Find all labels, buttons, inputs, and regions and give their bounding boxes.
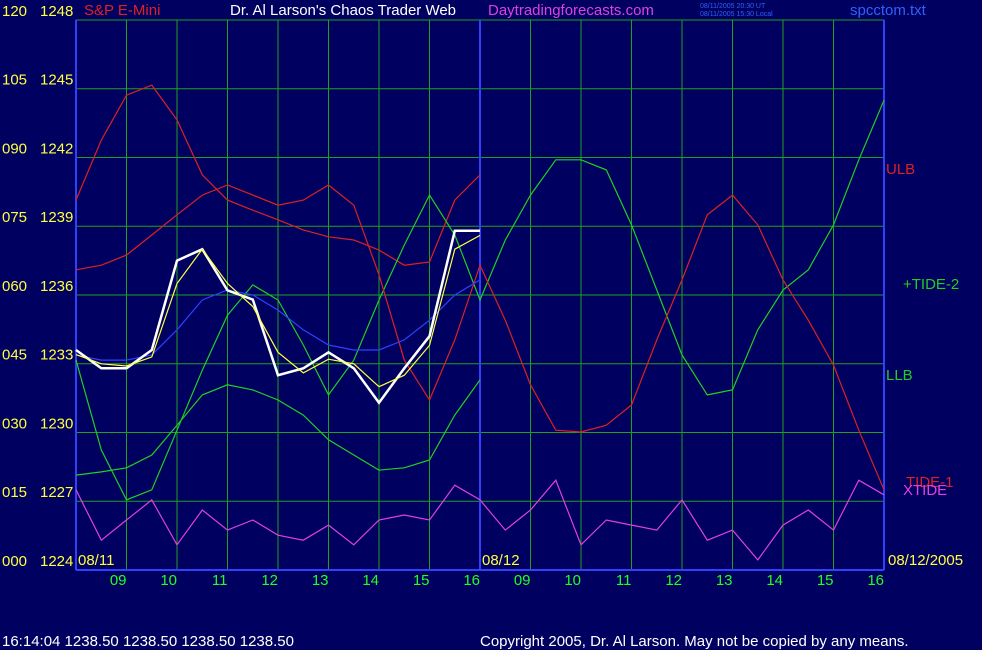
y2-tick-label: 1245 <box>40 72 73 89</box>
series-label: XTIDE <box>903 482 947 499</box>
y-tick-label: 015 <box>2 484 27 501</box>
chart-title: Dr. Al Larson's Chaos Trader Web <box>230 2 456 19</box>
y2-tick-label: 1227 <box>40 484 73 501</box>
x-tick-label: 14 <box>362 572 379 589</box>
x-tick-label: 15 <box>413 572 430 589</box>
x-tick-label: 12 <box>261 572 278 589</box>
site: Daytradingforecasts.com <box>488 2 654 19</box>
y2-tick-label: 1230 <box>40 415 73 432</box>
x-tick-label: 11 <box>212 572 228 589</box>
y-tick-label: 120 <box>2 3 27 20</box>
series-label: TIDE-1 <box>906 474 954 491</box>
series-line <box>75 229 480 405</box>
date-label: 08/12 <box>482 552 520 569</box>
series-label: ULB <box>886 161 915 178</box>
series-label: LLB <box>886 367 913 384</box>
series-line <box>75 84 481 266</box>
y2-tick-label: 1239 <box>40 209 73 226</box>
x-tick-label: 16 <box>867 572 884 589</box>
x-tick-label: 13 <box>716 572 733 589</box>
series-label: +TIDE-2 <box>903 276 959 293</box>
series-line <box>75 234 481 388</box>
x-tick-label: 09 <box>514 572 531 589</box>
y-tick-label: 105 <box>2 72 27 89</box>
y-tick-label: 075 <box>2 209 27 226</box>
series-line <box>75 479 885 561</box>
y2-tick-label: 1236 <box>40 278 73 295</box>
x-tick-label: 11 <box>616 572 632 589</box>
y-tick-label: 000 <box>2 553 27 570</box>
x-tick-label: 15 <box>817 572 834 589</box>
y-tick-label: 030 <box>2 415 27 432</box>
series-line <box>75 184 885 491</box>
stamp-ut: 08/11/2005 20:30 UT <box>700 3 766 10</box>
y2-tick-label: 1242 <box>40 140 73 157</box>
y2-tick-label: 1248 <box>40 3 73 20</box>
file-name: spcctom.txt <box>850 2 927 19</box>
y-tick-label: 060 <box>2 278 27 295</box>
x-tick-label: 10 <box>160 572 177 589</box>
stamp-local: 08/11/2005 15:30 Local <box>700 11 773 18</box>
x-tick-label: 14 <box>766 572 783 589</box>
x-tick-label: 16 <box>463 572 480 589</box>
x-tick-label: 12 <box>665 572 682 589</box>
date-label: 08/11 <box>78 552 114 569</box>
y2-tick-label: 1224 <box>40 553 73 570</box>
footer-quote: 16:14:04 1238.50 1238.50 1238.50 1238.50 <box>2 633 294 650</box>
x-tick-label: 13 <box>312 572 329 589</box>
series-line <box>75 379 481 476</box>
instrument: S&P E-Mini <box>84 2 160 19</box>
y2-tick-label: 1233 <box>40 347 73 364</box>
copyright: Copyright 2005, Dr. Al Larson. May not b… <box>480 633 909 650</box>
series-line <box>75 99 885 501</box>
x-tick-label: 10 <box>564 572 581 589</box>
y-tick-label: 045 <box>2 347 27 364</box>
y-tick-label: 090 <box>2 140 27 157</box>
date-label: 08/12/2005 <box>888 552 963 569</box>
x-tick-label: 09 <box>110 572 127 589</box>
